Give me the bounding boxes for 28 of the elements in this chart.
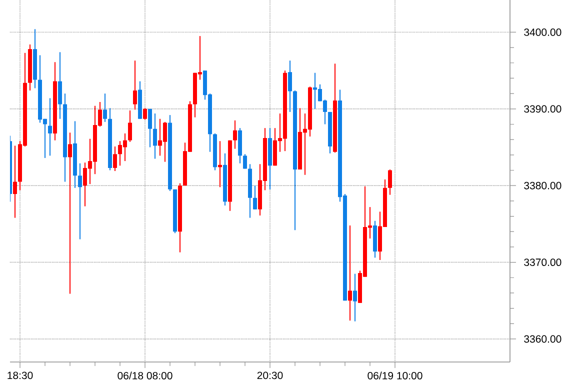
candlestick	[233, 120, 238, 150]
candlestick	[348, 224, 352, 322]
candlestick	[103, 93, 108, 122]
candlestick	[58, 52, 62, 120]
candlestick	[253, 185, 258, 210]
y-tick-label: 3370.00	[524, 258, 562, 266]
candlestick	[153, 113, 158, 160]
y-tick-label: 3400.00	[524, 28, 562, 36]
x-tick-label: 18:30	[8, 372, 33, 380]
candlestick	[353, 273, 357, 322]
candlestick	[13, 145, 18, 218]
y-tick-label: 3380.00	[524, 182, 562, 190]
candlestick	[148, 108, 152, 148]
y-tick-label: 3390.00	[524, 105, 562, 113]
candlestick	[133, 60, 138, 110]
candlestick	[128, 110, 132, 142]
candlestick	[68, 132, 72, 294]
x-tick-label: 06/19 10:00	[368, 372, 422, 380]
candlestick	[388, 168, 392, 196]
candlestick	[243, 154, 248, 170]
candlestick	[113, 146, 118, 172]
y-tick-label: 3360.00	[524, 335, 562, 343]
x-tick-label: 06/18 08:00	[118, 372, 172, 380]
candlestick	[143, 108, 148, 120]
candlestick	[48, 98, 52, 156]
candlestick	[78, 162, 82, 240]
candlestick	[288, 60, 292, 112]
x-tick-label: 20:30	[257, 372, 283, 380]
